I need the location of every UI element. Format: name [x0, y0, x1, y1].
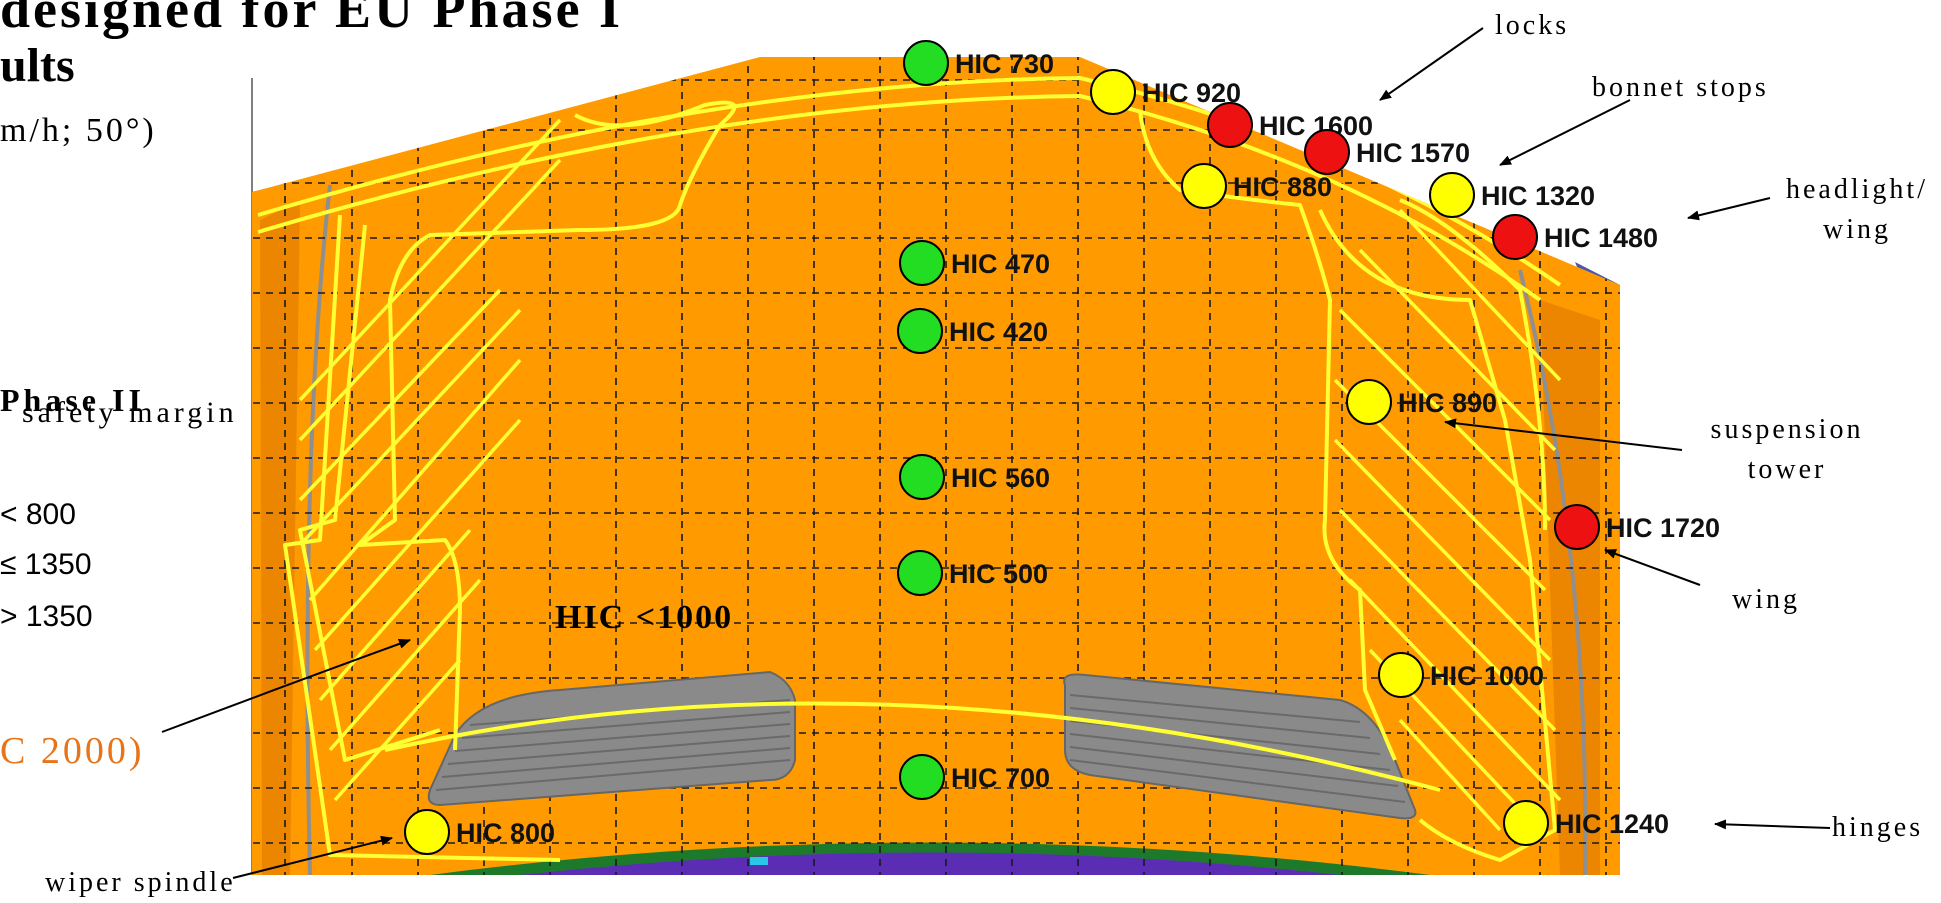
test-point: HIC 1570	[1304, 129, 1470, 175]
test-point-marker-green	[899, 454, 945, 500]
left-hatch-zone	[298, 118, 562, 802]
annotation-bonnet-stops: bonnet stops	[1592, 72, 1769, 103]
test-point: HIC 890	[1346, 379, 1497, 425]
test-point: HIC 730	[903, 40, 1054, 86]
left-shading	[260, 200, 300, 875]
test-point: HIC 1240	[1503, 800, 1669, 846]
test-point: HIC 880	[1181, 163, 1332, 209]
test-point-marker-yellow	[1378, 652, 1424, 698]
test-point-label: HIC 1720	[1606, 513, 1720, 543]
test-point-label: HIC 1240	[1555, 809, 1669, 839]
test-point-label: HIC 700	[951, 763, 1050, 793]
test-point: HIC 1720	[1554, 504, 1720, 550]
test-point: HIC 1320	[1429, 172, 1595, 218]
test-point-marker-red	[1492, 214, 1538, 260]
test-point-marker-red	[1554, 504, 1600, 550]
test-point: HIC 560	[899, 454, 1050, 500]
test-point-label: HIC 420	[949, 317, 1048, 347]
page-title-line-2: ults	[0, 39, 75, 92]
test-point: HIC 800	[404, 809, 555, 855]
test-point: HIC 1480	[1492, 214, 1658, 260]
test-point-label: HIC 890	[1398, 388, 1497, 418]
test-point-marker-green	[897, 550, 943, 596]
test-point-label: HIC 880	[1233, 172, 1332, 202]
test-point-label: HIC 1480	[1544, 223, 1658, 253]
test-point-label: HIC 470	[951, 249, 1050, 279]
test-point-marker-yellow	[1346, 379, 1392, 425]
test-point: HIC 420	[897, 308, 1048, 354]
test-point-label: HIC 800	[456, 818, 555, 848]
test-point-label: HIC 1570	[1356, 138, 1470, 168]
test-point: HIC 700	[899, 754, 1050, 800]
annotation-headlight-line1: headlight/	[1786, 174, 1928, 205]
windscreen-glass	[520, 852, 1340, 875]
page-title: designed for EU Phase I	[0, 0, 624, 39]
right-cowl-grille	[1063, 673, 1417, 820]
test-point-marker-green	[897, 308, 943, 354]
test-point: HIC 470	[899, 240, 1050, 286]
legend-heading: Phase II	[0, 382, 145, 418]
legend-safety-margin: safety margin	[22, 396, 238, 429]
annotation-wing: wing	[1732, 584, 1800, 615]
test-point-marker-red	[1304, 129, 1350, 175]
test-point: HIC 920	[1090, 69, 1241, 115]
test-point-marker-red	[1207, 102, 1253, 148]
test-point-label: HIC 500	[949, 559, 1048, 589]
right-edge-strip	[1518, 269, 1588, 875]
annotation-suspension-line2: tower	[1747, 454, 1827, 485]
annotation-arrows	[161, 27, 1831, 879]
test-point-marker-green	[903, 40, 949, 86]
legend-hic-reference: C 2000)	[0, 730, 145, 772]
annotation-headlight-line2: wing	[1823, 214, 1891, 245]
legend-item-green: < 800	[0, 498, 76, 531]
test-point: HIC 500	[897, 550, 1048, 596]
test-point-marker-yellow	[1503, 800, 1549, 846]
annotation-locks: locks	[1495, 10, 1570, 41]
test-point-label: HIC 1000	[1430, 661, 1544, 691]
test-point-marker-yellow	[1429, 172, 1475, 218]
test-point-label: HIC 1320	[1481, 181, 1595, 211]
annotation-hinges: hinges	[1832, 812, 1924, 843]
annotation-suspension-tower: suspension tower	[1682, 410, 1892, 490]
test-point-label: HIC 560	[951, 463, 1050, 493]
test-point-marker-green	[899, 240, 945, 286]
windscreen-spot	[750, 857, 768, 865]
annotation-wiper-spindle: wiper spindle	[45, 867, 236, 898]
test-point-label: HIC 730	[955, 49, 1054, 79]
area-label: HIC <1000	[555, 599, 733, 636]
test-point-marker-yellow	[404, 809, 450, 855]
annotation-headlight-wing: headlight/ wing	[1772, 170, 1941, 250]
page-subtitle: m/h; 50°)	[0, 112, 157, 149]
test-point: HIC 1000	[1378, 652, 1544, 698]
legend-item-red: > 1350	[0, 600, 93, 633]
test-point: HIC 1600	[1207, 102, 1373, 148]
test-point-marker-yellow	[1181, 163, 1227, 209]
test-point-marker-yellow	[1090, 69, 1136, 115]
legend-item-yellow: ≤ 1350	[0, 548, 92, 581]
annotation-suspension-line1: suspension	[1710, 414, 1864, 445]
test-point-marker-green	[899, 754, 945, 800]
